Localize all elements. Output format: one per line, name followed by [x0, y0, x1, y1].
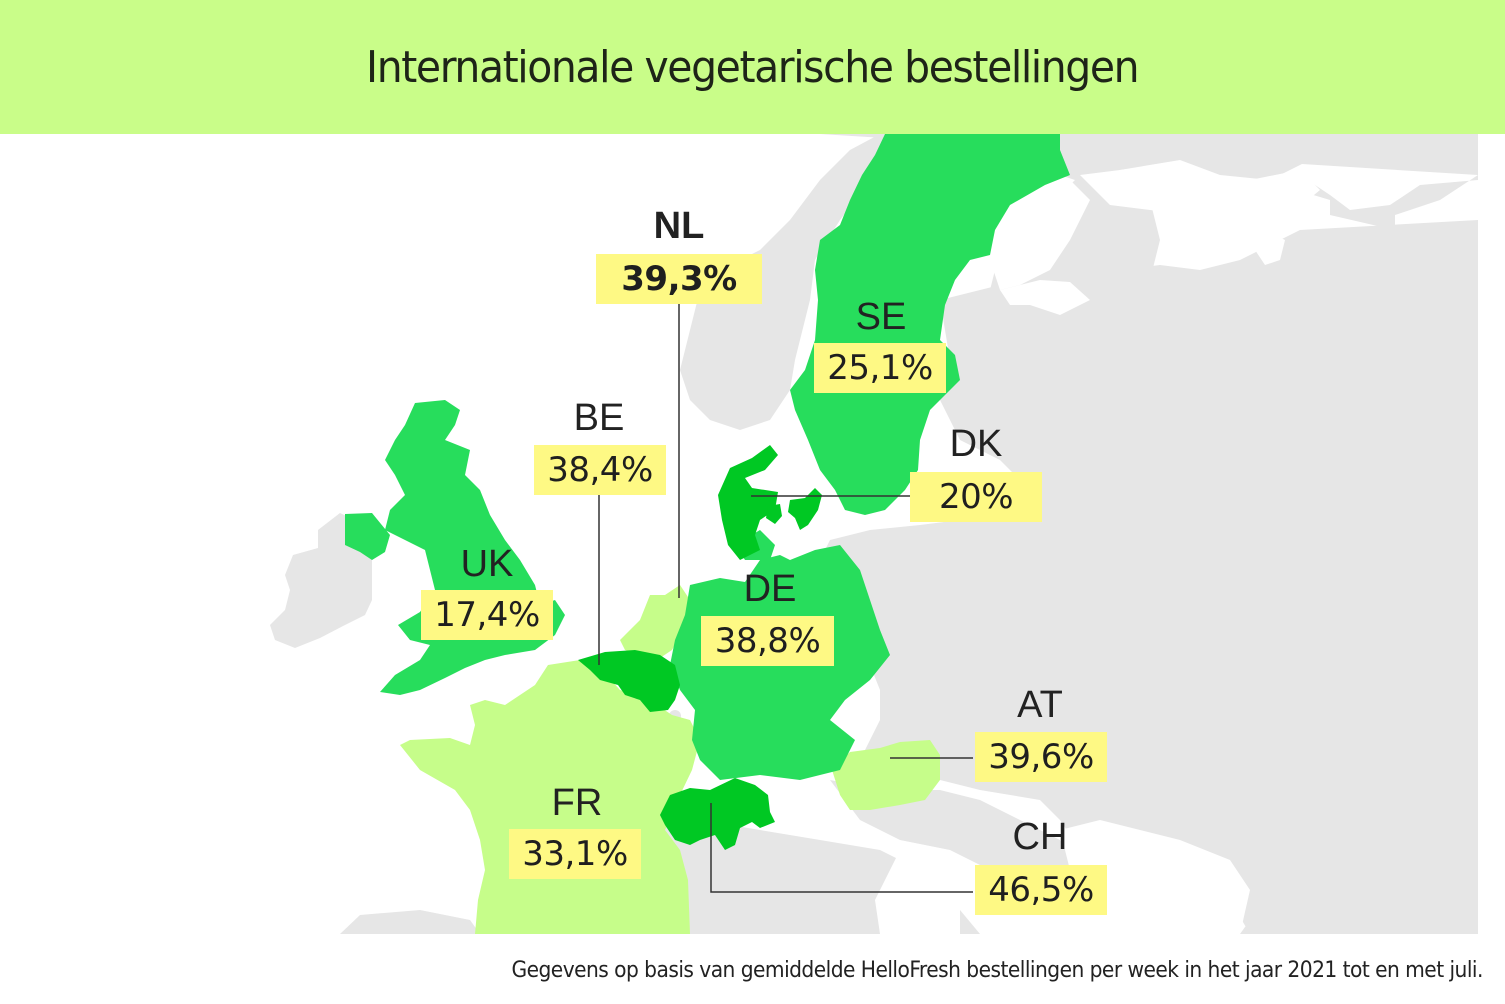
- country-code-nl: NL: [653, 205, 705, 247]
- country-code-be: BE: [573, 397, 625, 439]
- country-code-at: AT: [1017, 684, 1063, 726]
- country-code-se: SE: [855, 296, 907, 338]
- country-code-uk: UK: [460, 543, 514, 585]
- region-ch: [660, 778, 775, 850]
- region-se: [790, 134, 1070, 515]
- region-nl: [620, 585, 690, 658]
- header-banner: Internationale vegetarische bestellingen: [0, 0, 1505, 134]
- country-code-fr: FR: [551, 782, 603, 824]
- country-code-de: DE: [743, 568, 797, 610]
- bright-green-regions: [578, 445, 822, 850]
- country-code-dk: DK: [949, 423, 1003, 465]
- country-code-ch: CH: [1012, 816, 1068, 858]
- region-be: [578, 650, 680, 712]
- leader-lines: [598, 304, 973, 893]
- value-box-dk: 20%: [910, 472, 1042, 522]
- value-box-at: 39,6%: [975, 732, 1107, 782]
- chart-title: Internationale vegetarische bestellingen: [366, 41, 1140, 93]
- leader-line-ch: [710, 803, 973, 893]
- footnote: Gegevens op basis van gemiddelde HelloFr…: [511, 958, 1484, 983]
- value-box-ch: 46,5%: [975, 865, 1107, 915]
- value-box-be: 38,4%: [534, 445, 666, 495]
- value-box-uk: 17,4%: [421, 590, 553, 640]
- value-box-de: 38,8%: [701, 616, 834, 666]
- value-box-fr: 33,1%: [509, 829, 641, 879]
- value-box-nl: 39,3%: [596, 254, 762, 304]
- value-box-se: 25,1%: [814, 343, 946, 393]
- region-dk: [718, 445, 778, 560]
